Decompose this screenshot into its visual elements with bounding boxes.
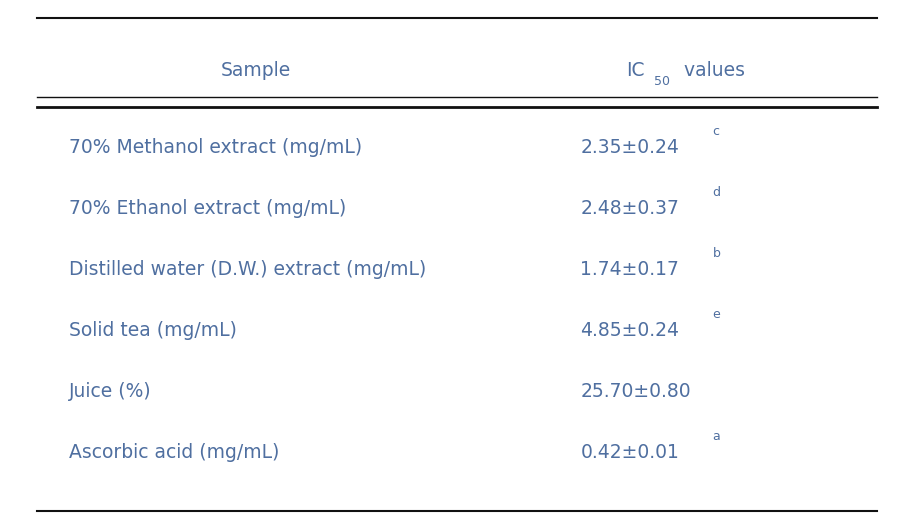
Text: d: d — [713, 186, 720, 199]
Text: Solid tea (mg/mL): Solid tea (mg/mL) — [69, 321, 237, 340]
Text: 70% Methanol extract (mg/mL): 70% Methanol extract (mg/mL) — [69, 138, 362, 157]
Text: 50: 50 — [654, 76, 671, 88]
Text: Ascorbic acid (mg/mL): Ascorbic acid (mg/mL) — [69, 443, 279, 462]
Text: IC: IC — [626, 61, 644, 80]
Text: 4.85±0.24: 4.85±0.24 — [580, 321, 679, 340]
Text: b: b — [713, 247, 720, 260]
Text: values: values — [678, 61, 745, 80]
Text: Sample: Sample — [221, 61, 291, 80]
Text: 25.70±0.80: 25.70±0.80 — [580, 382, 691, 401]
Text: 70% Ethanol extract (mg/mL): 70% Ethanol extract (mg/mL) — [69, 199, 345, 218]
Text: Distilled water (D.W.) extract (mg/mL): Distilled water (D.W.) extract (mg/mL) — [69, 260, 426, 279]
Text: 2.48±0.37: 2.48±0.37 — [580, 199, 679, 218]
Text: 1.74±0.17: 1.74±0.17 — [580, 260, 679, 279]
Text: e: e — [713, 309, 720, 321]
Text: a: a — [713, 431, 720, 443]
Text: Juice (%): Juice (%) — [69, 382, 151, 401]
Text: 2.35±0.24: 2.35±0.24 — [580, 138, 679, 157]
Text: 0.42±0.01: 0.42±0.01 — [580, 443, 679, 462]
Text: c: c — [713, 125, 719, 138]
